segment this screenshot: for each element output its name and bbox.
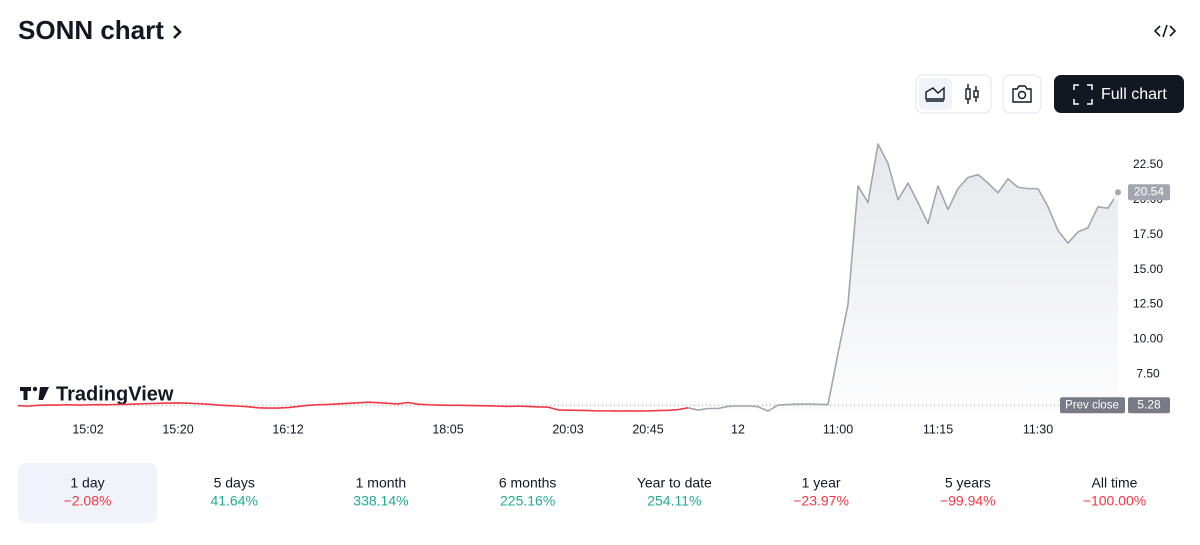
prev-close-tag (1060, 397, 1125, 414)
period-change[interactable]: −100.00% (1083, 493, 1146, 509)
price-line (697, 143, 1119, 412)
period-tab[interactable] (164, 463, 304, 523)
fullscreen-icon (1073, 84, 1093, 105)
line-connector (687, 407, 699, 411)
period-tabs: 1 day −2.08% 5 days 41.64% 1 month 338.14% 6 m… (18, 463, 1184, 523)
x-tick-label: 15:02 (72, 422, 103, 436)
period-change[interactable]: −99.94% (940, 493, 996, 509)
line-style-button[interactable] (919, 78, 952, 110)
line-icon (925, 86, 945, 102)
prev-close-text: Prev close (1065, 399, 1119, 411)
x-tick-label: 12 (731, 422, 745, 436)
x-tick-label: 15:20 (162, 422, 193, 436)
last-price-box (1128, 184, 1170, 201)
x-tick-label: 11:00 (823, 422, 853, 436)
prev-close-box (1128, 397, 1170, 414)
period-change[interactable]: −2.08% (64, 493, 112, 509)
last-price-label: 20.54 (1134, 184, 1164, 198)
period-label[interactable]: 1 day (70, 475, 104, 491)
period-label[interactable]: 1 year (802, 475, 841, 491)
embed-icon[interactable] (1153, 24, 1177, 38)
period-change[interactable]: 338.14% (353, 493, 408, 509)
period-tab-active[interactable] (18, 463, 157, 523)
period-change[interactable]: 225.16% (500, 493, 555, 509)
period-tab[interactable] (311, 463, 451, 523)
x-tick-label: 11:30 (1023, 422, 1053, 436)
page-title[interactable]: SONN chart (18, 15, 164, 45)
x-tick-label: 20:03 (552, 422, 583, 436)
period-tab[interactable] (898, 463, 1038, 523)
area (698, 143, 1118, 413)
title-arrow[interactable] (173, 25, 182, 39)
screenshot-button[interactable] (1002, 74, 1042, 114)
prev-close-value: 5.28 (1137, 397, 1161, 411)
camera-icon (1012, 85, 1032, 103)
y-tick-label: 10.00 (1133, 332, 1163, 346)
candle-style-button[interactable] (965, 84, 979, 104)
period-label[interactable]: All time (1092, 475, 1138, 491)
full-chart-label[interactable]: Full chart (1101, 86, 1167, 103)
period-tab[interactable] (1045, 463, 1184, 523)
x-tick-label: 11:15 (923, 422, 953, 436)
period-tab[interactable] (751, 463, 891, 523)
period-tab[interactable] (458, 463, 598, 523)
y-tick-label: 7.50 (1136, 366, 1160, 380)
last-price-dot (1115, 189, 1121, 196)
period-change[interactable]: −23.97% (793, 493, 849, 509)
price-line (17, 401, 689, 412)
period-change[interactable]: 41.64% (210, 493, 257, 509)
period-label[interactable]: 6 months (499, 475, 557, 491)
period-label[interactable]: 1 month (356, 475, 407, 491)
y-tick-label: 15.00 (1133, 262, 1163, 276)
x-tick-label: 20:45 (632, 422, 663, 436)
watermark: TradingView (56, 383, 174, 405)
tradingview-logo (20, 386, 49, 400)
period-label[interactable]: 5 days (214, 475, 255, 491)
period-label[interactable]: Year to date (637, 475, 712, 491)
period-tab[interactable] (604, 463, 744, 523)
plot: 7.5010.0012.5015.0017.5020.0022.5015:021… (17, 143, 1170, 436)
y-tick-label: 17.50 (1133, 227, 1163, 241)
period-label[interactable]: 5 years (945, 475, 991, 491)
y-tick-label: 12.50 (1133, 297, 1163, 311)
period-change[interactable]: 254.11% (647, 493, 701, 509)
full-chart-button[interactable] (1054, 75, 1184, 113)
x-tick-label: 18:05 (432, 422, 463, 436)
y-tick-label: 22.50 (1133, 157, 1163, 171)
x-tick-label: 16:12 (272, 422, 303, 436)
